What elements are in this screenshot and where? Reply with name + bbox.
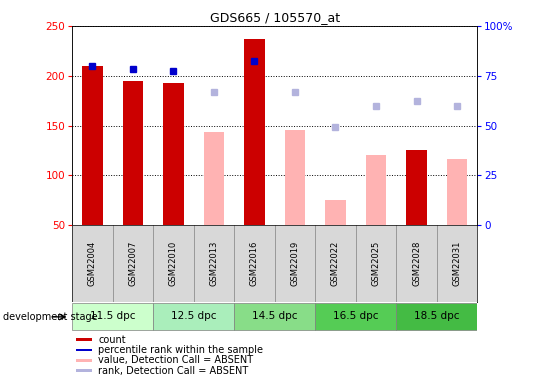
Text: GSM22013: GSM22013: [209, 241, 219, 286]
Bar: [153, 303, 234, 330]
Bar: [406, 150, 427, 225]
Text: 11.5 dpc: 11.5 dpc: [90, 311, 135, 321]
Text: 16.5 dpc: 16.5 dpc: [333, 311, 379, 321]
Bar: [315, 303, 396, 330]
Text: GSM22019: GSM22019: [290, 241, 300, 286]
Text: count: count: [98, 334, 126, 345]
Title: GDS665 / 105570_at: GDS665 / 105570_at: [210, 11, 340, 24]
Text: 12.5 dpc: 12.5 dpc: [171, 311, 216, 321]
Text: 18.5 dpc: 18.5 dpc: [414, 311, 460, 321]
Bar: [366, 155, 386, 225]
Text: GSM22028: GSM22028: [412, 241, 421, 286]
Text: percentile rank within the sample: percentile rank within the sample: [98, 345, 264, 355]
Bar: [76, 338, 93, 341]
Text: GSM22031: GSM22031: [452, 241, 462, 286]
Text: GSM22004: GSM22004: [88, 241, 97, 286]
Bar: [447, 159, 467, 225]
Bar: [76, 359, 93, 362]
Bar: [123, 81, 143, 225]
Bar: [234, 303, 315, 330]
Text: value, Detection Call = ABSENT: value, Detection Call = ABSENT: [98, 356, 254, 365]
Text: GSM22016: GSM22016: [250, 241, 259, 286]
Bar: [285, 130, 305, 225]
Bar: [76, 349, 93, 351]
Bar: [76, 369, 93, 372]
Bar: [163, 83, 184, 225]
Text: GSM22022: GSM22022: [331, 241, 340, 286]
Text: rank, Detection Call = ABSENT: rank, Detection Call = ABSENT: [98, 366, 249, 375]
Bar: [72, 303, 153, 330]
Text: 14.5 dpc: 14.5 dpc: [252, 311, 297, 321]
Text: development stage: development stage: [3, 312, 97, 322]
Text: GSM22025: GSM22025: [371, 241, 381, 286]
Bar: [204, 132, 224, 225]
Text: GSM22007: GSM22007: [128, 241, 138, 286]
Bar: [325, 200, 346, 225]
Bar: [244, 39, 265, 225]
Text: GSM22010: GSM22010: [169, 241, 178, 286]
Bar: [396, 303, 477, 330]
Bar: [82, 66, 103, 225]
